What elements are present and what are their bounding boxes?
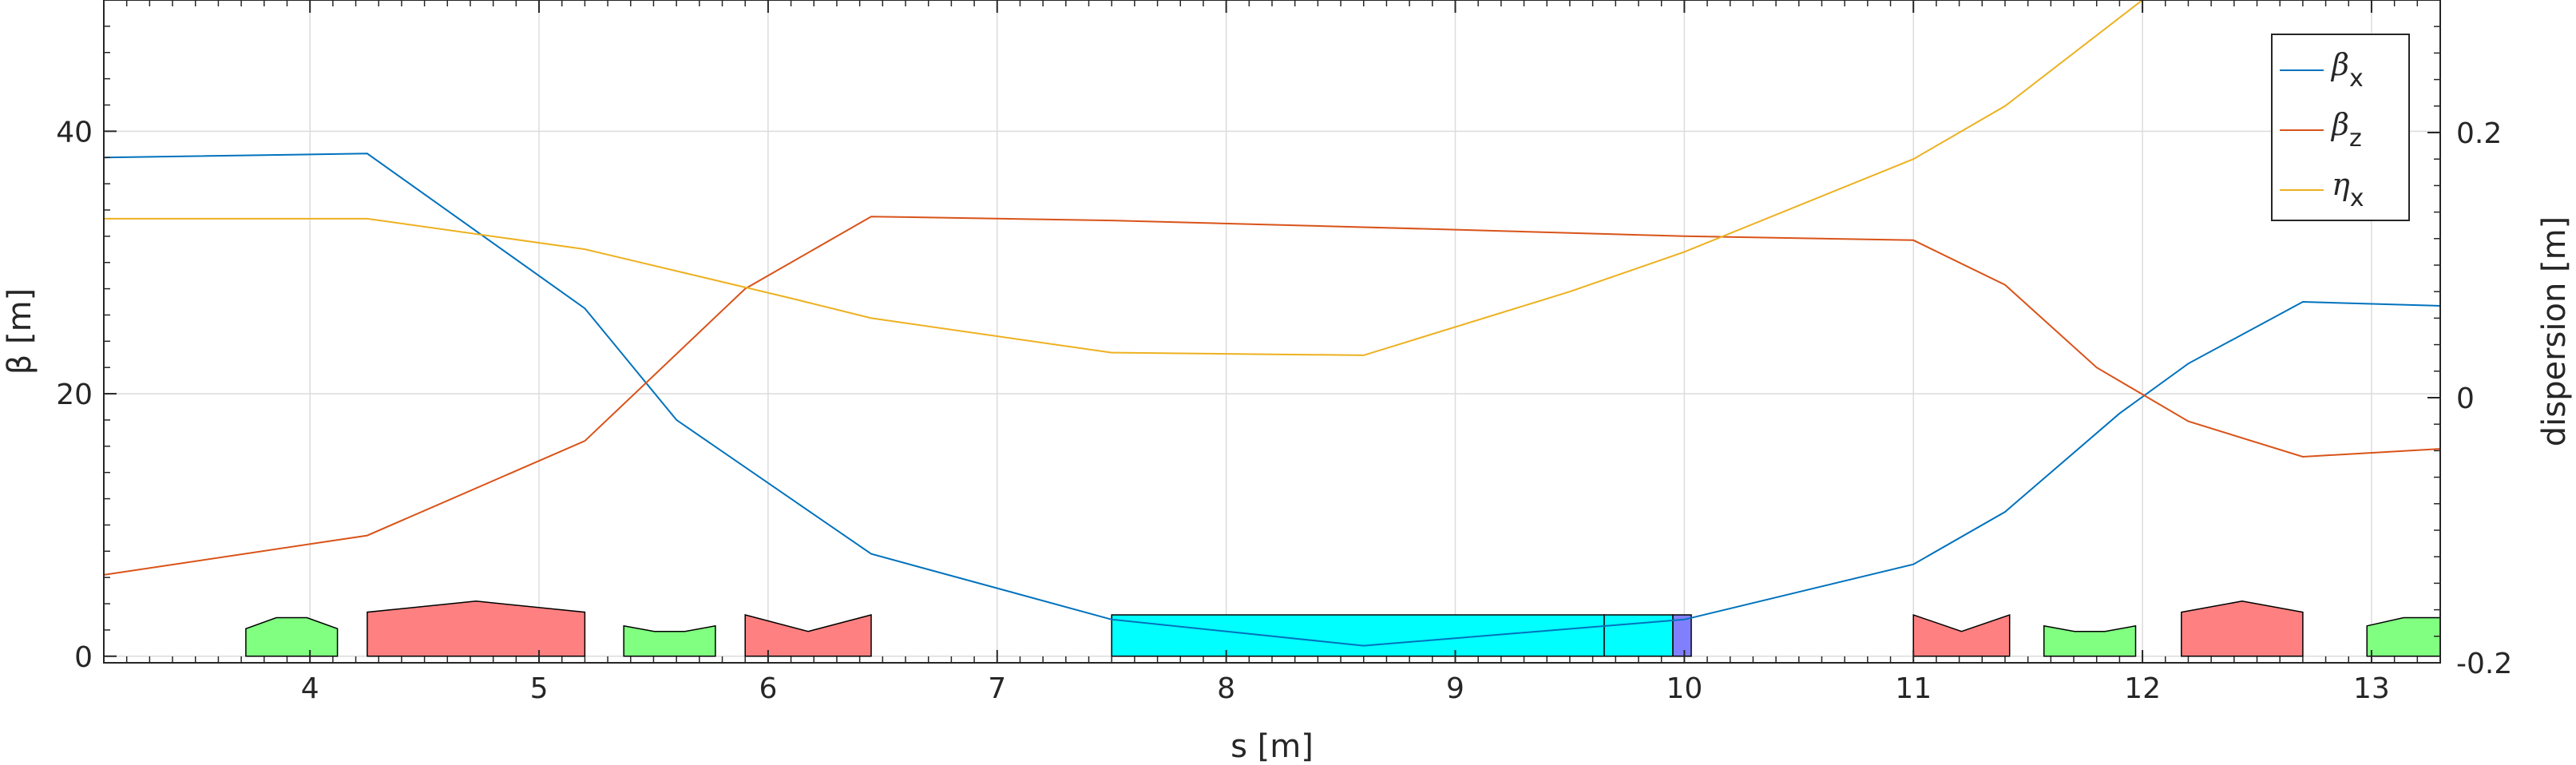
- y-left-axis-title: β [m]: [2, 288, 38, 375]
- x-tick-label: 10: [1666, 672, 1702, 705]
- y-right-axis-title: dispersion [m]: [2536, 216, 2573, 446]
- legend-label: ηx: [2332, 167, 2364, 212]
- axis-ticks: [103, 0, 2441, 664]
- x-tick-label: 4: [301, 672, 319, 705]
- legend-label: βz: [2330, 107, 2362, 153]
- magnet-cavity: [1111, 614, 1605, 657]
- series-line-x: [104, 0, 2144, 356]
- x-tick-label: 12: [2124, 672, 2161, 705]
- magnet-layout: [245, 601, 2440, 657]
- legend-subscript: x: [2350, 184, 2364, 212]
- magnet-monitor: [1672, 614, 1692, 657]
- y-right-tick-label: 0: [2456, 382, 2475, 415]
- x-tick-label: 6: [759, 672, 777, 705]
- y-right-tick-label: 0.2: [2456, 117, 2502, 150]
- magnet-quad-focusing: [2043, 624, 2137, 657]
- legend-subscript: x: [2349, 65, 2364, 93]
- x-tick-label: 5: [530, 672, 549, 705]
- legend-symbol: β: [2330, 47, 2349, 82]
- series-line-x: [104, 153, 2440, 647]
- x-tick-label: 8: [1217, 672, 1235, 705]
- y-left-tick-label: 20: [56, 379, 93, 411]
- magnet-dipole: [1912, 613, 2011, 657]
- x-tick-label: 11: [1895, 672, 1932, 705]
- x-tick-label: 7: [988, 672, 1006, 705]
- x-tick-label: 13: [2353, 672, 2390, 705]
- magnet-quad-focusing: [623, 624, 716, 657]
- legend-subscript: z: [2349, 125, 2362, 153]
- series-line-z: [104, 216, 2440, 576]
- grid: [104, 0, 2440, 663]
- y-left-tick-label: 0: [74, 641, 93, 674]
- magnet-quad-focusing: [245, 616, 339, 657]
- magnet-dipole: [2181, 601, 2304, 657]
- magnet-dipole: [744, 614, 872, 657]
- magnet-dipole: [367, 601, 586, 657]
- legend-symbol: β: [2330, 107, 2349, 142]
- y-right-tick-label: -0.2: [2456, 648, 2512, 680]
- legend-symbol: η: [2332, 167, 2350, 202]
- magnet-quad-focusing: [2366, 616, 2440, 657]
- x-tick-label: 9: [1446, 672, 1464, 705]
- tick-labels: 4 5 6 7 8 9 10 11 12 13 0 20 40 -0.2 0 0.2: [56, 116, 2512, 705]
- legend-label: βx: [2330, 47, 2364, 93]
- series-lines: [104, 0, 2440, 647]
- y-left-tick-label: 40: [56, 116, 93, 149]
- plot-frame: [103, 0, 2441, 664]
- x-axis-title: s [m]: [1231, 728, 1314, 765]
